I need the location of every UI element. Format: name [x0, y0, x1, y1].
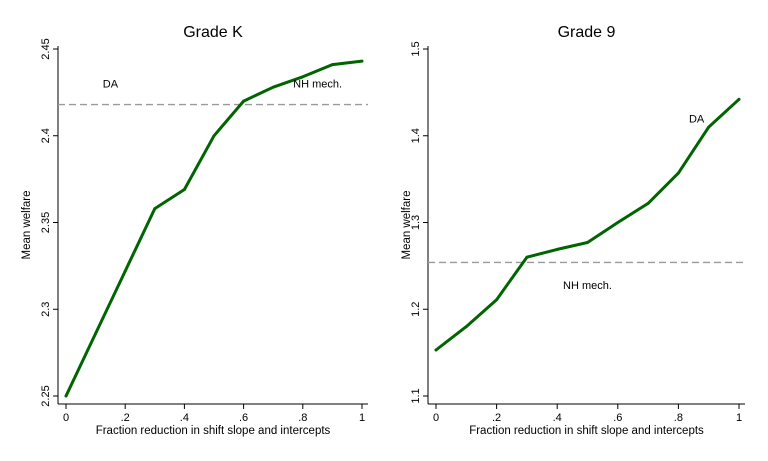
data-point [525, 255, 529, 259]
annotation-label: DA [103, 79, 119, 91]
data-point [616, 221, 620, 224]
y-tick-label: 2.35 [40, 212, 52, 233]
x-tick-label: .2 [121, 412, 130, 424]
y-tick-label: 1.1 [410, 388, 422, 403]
x-axis-label: Fraction reduction in shift slope and in… [96, 425, 331, 437]
data-point [242, 99, 246, 103]
data-point [737, 97, 741, 101]
annotation-label: NH mech. [563, 280, 612, 292]
y-axis-label: Mean welfare [401, 190, 413, 259]
data-point [586, 241, 589, 244]
x-tick-label: 1 [736, 412, 742, 424]
y-tick-label: 2.3 [40, 302, 52, 317]
y-tick-label: 1.4 [410, 128, 422, 143]
data-point [495, 298, 498, 302]
chart-panel-1: Grade K 2.25 2.3 2.35 2.4 2.45 0 .2 .4 .6 .8 1 Fract… [21, 24, 368, 437]
annotation-label: NH mech. [293, 79, 342, 91]
x-tick-label: 0 [63, 412, 69, 424]
y-tick-label: 2.25 [40, 385, 52, 406]
data-point [434, 348, 438, 352]
series-line [434, 97, 741, 352]
data-point [646, 202, 650, 205]
y-tick-label: 1.2 [410, 302, 422, 317]
y-axis-label: Mean welfare [21, 190, 33, 259]
data-point [555, 247, 559, 251]
x-tick-label: .4 [180, 412, 189, 424]
x-tick-label: .6 [239, 412, 248, 424]
y-tick-label: 2.4 [40, 128, 52, 143]
x-tick-label: .8 [298, 412, 307, 424]
chart-panel-2: Grade 9 1.1 1.2 1.3 1.4 1.5 0 .2 .4 .6 .8 1 Fraction… [401, 24, 745, 437]
data-point [707, 125, 711, 129]
x-tick-label: 1 [359, 412, 365, 424]
data-point [123, 269, 127, 273]
x-tick-label: .4 [553, 412, 562, 424]
x-tick-label: .2 [492, 412, 501, 424]
x-axis-label: Fraction reduction in shift slope and in… [469, 425, 704, 437]
x-tick-label: 0 [433, 412, 439, 424]
data-point [301, 75, 305, 79]
data-point [464, 325, 468, 328]
x-tick-label: .8 [674, 412, 683, 424]
y-tick-label: 1.3 [410, 215, 422, 230]
data-point [64, 394, 68, 398]
data-point [183, 188, 186, 191]
data-point [94, 332, 97, 335]
series-line [64, 59, 364, 398]
y-tick-label: 1.5 [410, 41, 422, 56]
data-point [331, 63, 334, 67]
data-point [212, 134, 216, 138]
data-point [153, 207, 157, 211]
chart-title: Grade K [183, 24, 243, 41]
data-point [271, 85, 275, 89]
annotation-label: DA [689, 113, 705, 125]
x-tick-label: .6 [613, 412, 622, 424]
data-point [677, 171, 680, 175]
data-point [360, 59, 364, 63]
chart-title: Grade 9 [558, 24, 616, 41]
y-tick-label: 2.45 [40, 38, 52, 59]
